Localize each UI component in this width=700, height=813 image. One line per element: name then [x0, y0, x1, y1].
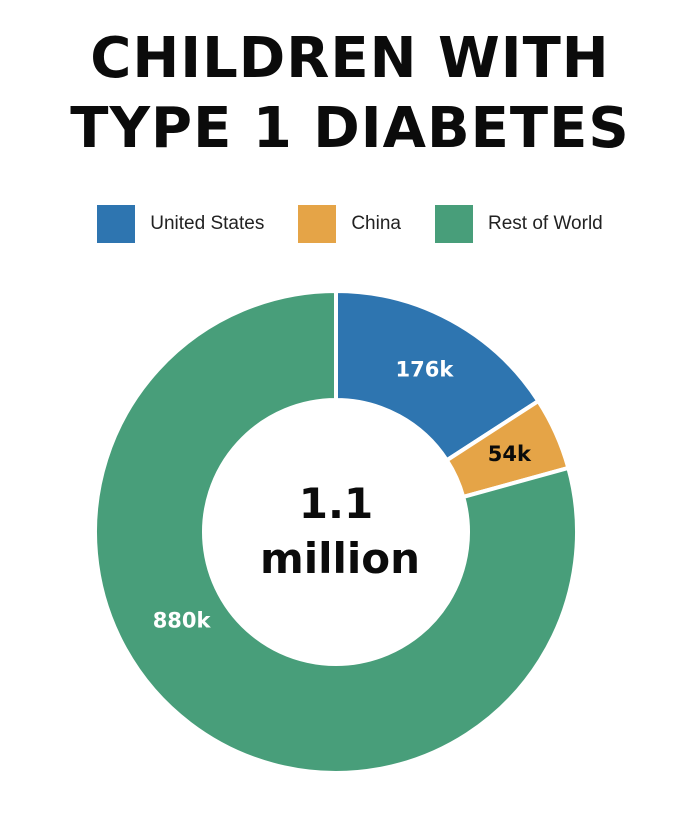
- legend-item-rest-of-world: Rest of World: [434, 205, 603, 243]
- legend: United States China Rest of World: [0, 205, 700, 243]
- chart-title: CHILDREN WITH TYPE 1 DIABETES: [0, 24, 700, 164]
- slice-united-states: [334, 288, 542, 464]
- legend-swatch-united-states: [97, 205, 136, 243]
- legend-swatch-china: [298, 205, 337, 243]
- legend-label-rest-of-world: Rest of World: [487, 213, 603, 234]
- legend-item-united-states: United States: [97, 205, 264, 243]
- slice-labels: 176k 54k 880k: [153, 358, 532, 633]
- slice-rest-of-world: [93, 288, 579, 775]
- slice-label-united-states: 176k: [395, 358, 454, 382]
- legend-label-china: China: [351, 213, 401, 234]
- slice-label-china: 54k: [488, 442, 532, 466]
- slice-label-rest-of-world: 880k: [153, 609, 212, 633]
- center-value: 1.1: [299, 479, 373, 528]
- center-unit: million: [260, 534, 420, 583]
- legend-label-united-states: United States: [150, 213, 265, 234]
- legend-swatch-rest-of-world: [434, 205, 473, 243]
- legend-item-china: China: [298, 205, 401, 243]
- donut-slices: [93, 288, 579, 775]
- chart-title-line-2: TYPE 1 DIABETES: [70, 96, 630, 161]
- chart-title-line-1: CHILDREN WITH: [90, 26, 610, 91]
